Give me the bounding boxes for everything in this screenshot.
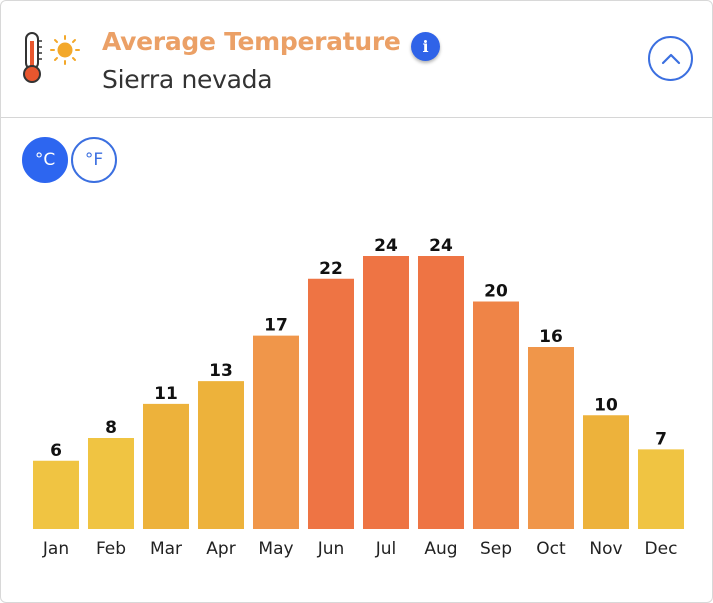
bar-may: [253, 335, 299, 529]
month-label-jul: Jul: [375, 539, 397, 559]
fahrenheit-toggle[interactable]: °F: [71, 137, 117, 183]
info-icon[interactable]: i: [411, 32, 440, 61]
month-label-dec: Dec: [645, 539, 678, 559]
month-label-may: May: [258, 539, 293, 559]
month-label-feb: Feb: [96, 539, 126, 559]
info-label: i: [422, 37, 429, 56]
value-label-jun: 22: [319, 259, 343, 279]
month-label-oct: Oct: [536, 539, 566, 559]
chart-title: Average Temperature: [102, 27, 401, 56]
value-label-may: 17: [264, 316, 288, 336]
temperature-bar-chart: 6 Jan 8 Feb 11 Mar 13 Apr 17 May 22 Jun 24 Jul 24 Aug 20…: [33, 236, 684, 559]
bar-mar: [143, 403, 189, 529]
month-label-jan: Jan: [42, 539, 69, 559]
value-label-dec: 7: [655, 429, 667, 449]
value-label-mar: 11: [154, 384, 178, 404]
card-header: Average Temperature Sierra nevada i: [1, 1, 712, 118]
bar-jun: [308, 278, 354, 529]
value-label-apr: 13: [209, 361, 233, 381]
month-label-mar: Mar: [150, 539, 182, 559]
bar-oct: [528, 347, 574, 529]
chevron-up-icon: [661, 53, 680, 64]
bar-jul: [363, 256, 409, 529]
month-label-nov: Nov: [589, 539, 622, 559]
month-label-jun: Jun: [317, 539, 345, 559]
bar-nov: [583, 415, 629, 529]
value-label-jan: 6: [50, 441, 62, 461]
location-subtitle: Sierra nevada: [102, 65, 273, 94]
value-label-aug: 24: [429, 236, 453, 256]
value-label-feb: 8: [105, 418, 117, 438]
month-label-aug: Aug: [424, 539, 457, 559]
value-label-sep: 20: [484, 282, 508, 302]
thermometer-sun-icon: [23, 32, 80, 83]
value-label-jul: 24: [374, 236, 398, 256]
bar-jan: [33, 460, 79, 529]
month-label-apr: Apr: [206, 539, 235, 559]
bar-apr: [198, 381, 244, 529]
bar-dec: [638, 449, 684, 529]
value-label-oct: 16: [539, 327, 563, 347]
bar-aug: [418, 256, 464, 529]
value-label-nov: 10: [594, 395, 618, 415]
celsius-toggle[interactable]: °C: [22, 137, 68, 183]
month-label-sep: Sep: [480, 539, 512, 559]
collapse-button[interactable]: [648, 36, 693, 81]
bar-feb: [88, 438, 134, 529]
bar-sep: [473, 301, 519, 529]
